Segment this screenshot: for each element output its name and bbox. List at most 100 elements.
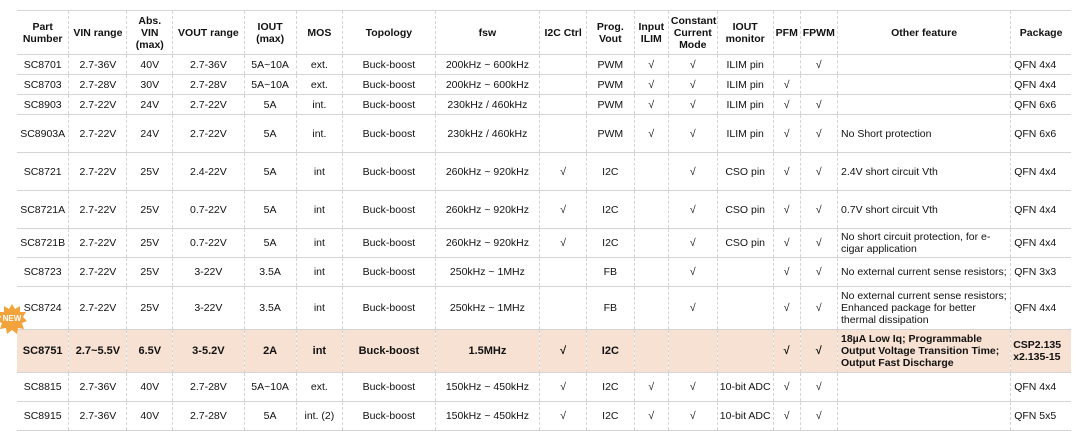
- cell-pfm: √: [773, 190, 801, 229]
- cell-iout-max: 2A: [244, 329, 297, 373]
- cell-iout-max: 5A~10A: [244, 54, 297, 75]
- cell-i2c-ctrl: [539, 74, 587, 95]
- cell-fsw: 260kHz ~ 920kHz: [435, 190, 541, 229]
- cell-pfm: √: [773, 152, 801, 191]
- cell-fsw: 230kHz / 460kHz: [435, 94, 541, 115]
- cell-iout-monitor: [717, 329, 774, 373]
- cell-i2c-ctrl: [539, 286, 587, 330]
- header-fpwm: FPWM: [800, 10, 838, 55]
- cell-mos: int: [296, 228, 344, 258]
- cell-abs-vin: 30V: [126, 74, 174, 95]
- cell-mos: int: [296, 286, 344, 330]
- cell-abs-vin: 25V: [126, 152, 174, 191]
- cell-vin-range: 2.7-36V: [68, 372, 128, 402]
- cell-pfm: √: [773, 329, 801, 373]
- cell-mos: ext.: [296, 74, 344, 95]
- cell-pfm: √: [773, 228, 801, 258]
- cell-constant-current: √: [668, 190, 718, 229]
- cell-fsw: 260kHz ~ 920kHz: [435, 152, 541, 191]
- header-topology: Topology: [342, 10, 436, 55]
- table-row: SC8915 2.7-36V 40V 2.7-28V 5A int. (2) Buck-bo…: [17, 401, 1071, 431]
- cell-iout-monitor: [717, 257, 774, 287]
- cell-abs-vin: 40V: [126, 372, 174, 402]
- cell-abs-vin: 25V: [126, 190, 174, 229]
- cell-other-feature: 18µA Low Iq; Programmable Output Voltage…: [837, 329, 1012, 373]
- cell-input-ilim: √: [634, 401, 669, 431]
- cell-vin-range: 2.7-22V: [68, 257, 128, 287]
- cell-mos: int: [296, 190, 344, 229]
- cell-prog-vout: PWM: [586, 94, 635, 115]
- cell-fpwm: √: [800, 228, 838, 258]
- cell-pfm: √: [773, 94, 801, 115]
- cell-i2c-ctrl: √: [539, 372, 587, 402]
- product-comparison-table: Part Number VIN range Abs. VIN (max) VOU…: [17, 10, 1071, 431]
- cell-fpwm: √: [800, 372, 838, 402]
- cell-part-number: SC8815: [17, 372, 70, 402]
- cell-package: QFN 3x3: [1010, 257, 1071, 287]
- cell-pfm: √: [773, 372, 801, 402]
- cell-iout-max: 5A~10A: [244, 74, 297, 95]
- starburst-icon: [0, 304, 27, 334]
- cell-constant-current: √: [668, 152, 718, 191]
- cell-topology: Buck-boost: [342, 228, 436, 258]
- cell-input-ilim: [634, 152, 669, 191]
- cell-input-ilim: √: [634, 74, 669, 95]
- cell-vout-range: 2.7-36V: [172, 54, 245, 75]
- cell-other-feature: [837, 54, 1012, 75]
- table-row: SC8903A 2.7-22V 24V 2.7-22V 5A int. Buck-boost…: [17, 114, 1071, 153]
- cell-fsw: 250kHz ~ 1MHz: [435, 257, 541, 287]
- cell-vout-range: 3-5.2V: [172, 329, 245, 373]
- cell-other-feature: 0.7V short circuit Vth: [837, 190, 1012, 229]
- header-abs-vin: Abs. VIN (max): [126, 10, 174, 55]
- cell-abs-vin: 25V: [126, 257, 174, 287]
- cell-i2c-ctrl: [539, 94, 587, 115]
- cell-iout-monitor: [717, 286, 774, 330]
- cell-fsw: 250kHz ~ 1MHz: [435, 286, 541, 330]
- cell-prog-vout: I2C: [586, 228, 635, 258]
- cell-fsw: 150kHz ~ 450kHz: [435, 401, 541, 431]
- cell-i2c-ctrl: √: [539, 152, 587, 191]
- table-row: SC8724 2.7-22V 25V 3-22V 3.5A int Buck-boost 25…: [17, 286, 1071, 330]
- cell-part-number: SC8724: [17, 286, 70, 330]
- cell-other-feature: 2.4V short circuit Vth: [837, 152, 1012, 191]
- cell-mos: int: [296, 257, 344, 287]
- header-fsw: fsw: [435, 10, 541, 55]
- cell-input-ilim: [634, 190, 669, 229]
- cell-vout-range: 2.7-22V: [172, 94, 245, 115]
- cell-abs-vin: 6.5V: [126, 329, 174, 373]
- cell-package: QFN 4x4: [1010, 190, 1071, 229]
- cell-constant-current: √: [668, 54, 718, 75]
- cell-i2c-ctrl: [539, 54, 587, 75]
- cell-iout-monitor: CSO pin: [717, 228, 774, 258]
- cell-input-ilim: √: [634, 54, 669, 75]
- cell-topology: Buck-boost: [342, 94, 436, 115]
- header-iout-monitor: IOUT monitor: [717, 10, 774, 55]
- cell-mos: int. (2): [296, 401, 344, 431]
- cell-iout-max: 5A~10A: [244, 372, 297, 402]
- cell-part-number: SC8721: [17, 152, 70, 191]
- cell-constant-current: √: [668, 401, 718, 431]
- cell-prog-vout: FB: [586, 286, 635, 330]
- header-iout-max: IOUT (max): [244, 10, 297, 55]
- cell-other-feature: [837, 372, 1012, 402]
- cell-other-feature: No short circuit protection, for e-cigar…: [837, 228, 1012, 258]
- cell-topology: Buck-boost: [342, 401, 436, 431]
- cell-constant-current: √: [668, 286, 718, 330]
- cell-fpwm: √: [800, 94, 838, 115]
- header-part-number: Part Number: [17, 10, 70, 55]
- cell-package: QFN 4x4: [1010, 74, 1071, 95]
- cell-prog-vout: PWM: [586, 74, 635, 95]
- cell-prog-vout: I2C: [586, 190, 635, 229]
- cell-constant-current: √: [668, 372, 718, 402]
- cell-topology: Buck-boost: [342, 54, 436, 75]
- cell-i2c-ctrl: √: [539, 190, 587, 229]
- cell-topology: Buck-boost: [342, 190, 436, 229]
- header-i2c-ctrl: I2C Ctrl: [539, 10, 587, 55]
- new-badge-text: NEW: [2, 314, 22, 323]
- cell-abs-vin: 40V: [126, 54, 174, 75]
- cell-fsw: 200kHz ~ 600kHz: [435, 54, 541, 75]
- cell-other-feature: [837, 74, 1012, 95]
- cell-iout-monitor: 10-bit ADC: [717, 401, 774, 431]
- cell-iout-monitor: CSO pin: [717, 152, 774, 191]
- cell-part-number: SC8723: [17, 257, 70, 287]
